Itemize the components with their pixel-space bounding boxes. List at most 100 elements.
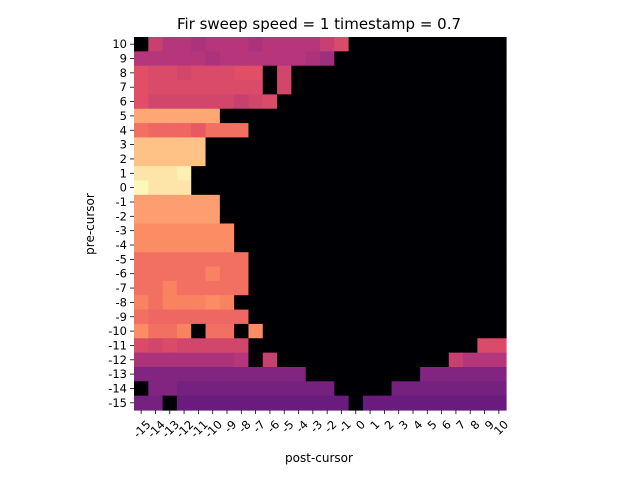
heatmap-cell [176,209,192,225]
heatmap-cell [234,381,250,397]
heatmap-cell [420,323,436,339]
heatmap-cell [176,266,192,282]
heatmap-cell [191,108,207,124]
heatmap-cell [148,223,164,239]
heatmap-cell [234,366,250,382]
heatmap-cell [219,37,235,52]
heatmap-cell [420,280,436,296]
heatmap-cell [491,166,507,182]
heatmap-cell [234,352,250,368]
y-axis-label: pre-cursor [83,193,97,255]
heatmap-cell [362,65,378,81]
heatmap-cell [176,194,192,210]
heatmap-cell [477,252,493,268]
heatmap-cell [491,237,507,253]
heatmap-cell [377,209,393,225]
heatmap-cell [234,94,250,110]
heatmap-cell [134,366,149,382]
heatmap-cell [248,166,264,182]
heatmap-cell [234,194,250,210]
heatmap-cell [448,237,464,253]
heatmap-cell [463,323,478,339]
heatmap-cell [134,108,149,124]
heatmap-cell [148,166,164,182]
y-tick-label: -8 [116,295,127,309]
heatmap-cell [248,338,264,354]
heatmap-cell [219,123,235,139]
heatmap-cell [334,209,350,225]
heatmap-cell [305,65,321,81]
heatmap-cell [334,266,350,282]
heatmap-cell [162,51,178,67]
heatmap-cell [219,194,235,210]
heatmap-cell [191,352,207,368]
heatmap-cell [191,166,207,182]
heatmap-cell [334,352,350,368]
heatmap-cell [391,123,407,139]
heatmap-cell [477,137,493,153]
heatmap-cell [405,166,421,182]
heatmap-cell [420,194,436,210]
heatmap-cell [291,266,307,282]
heatmap-cell [391,65,407,81]
heatmap-cell [205,338,221,354]
heatmap-cell [176,108,192,124]
heatmap-cell [305,252,321,268]
heatmap-cell [362,237,378,253]
heatmap-cell [463,366,478,382]
heatmap-cell [348,309,364,325]
heatmap-cell [162,381,178,397]
heatmap-cell [477,381,493,397]
heatmap-cell [477,223,493,239]
heatmap-cell [362,80,378,95]
heatmap-cell [248,180,264,196]
heatmap-cell [362,137,378,153]
heatmap-cell [405,280,421,296]
heatmap-cell [191,381,207,397]
heatmap-cell [176,309,192,325]
heatmap-cell [205,266,221,282]
heatmap-cell [463,123,478,139]
heatmap-cell [219,223,235,239]
heatmap-cell [305,37,321,52]
heatmap-cell [205,366,221,382]
heatmap-cell [262,151,278,167]
y-tick-label: 3 [120,138,127,152]
heatmap-cell [162,252,178,268]
heatmap-cell [291,51,307,67]
heatmap-cell [434,180,450,196]
x-tick-label: 1 [367,417,382,432]
heatmap-cell [448,338,464,354]
heatmap-cell [305,108,321,124]
heatmap-cell [291,352,307,368]
heatmap-cell [491,180,507,196]
heatmap-cell [405,338,421,354]
heatmap-cell [162,338,178,354]
heatmap-cell [191,194,207,210]
heatmap-cell [448,137,464,153]
heatmap-cell [362,123,378,139]
x-tick-label: 0 [353,417,368,432]
heatmap-cell [334,194,350,210]
heatmap-cell [134,338,149,354]
heatmap-cell [277,180,292,196]
heatmap-cell [377,151,393,167]
heatmap-cell [291,37,307,52]
heatmap-cell [477,280,493,296]
heatmap-cell [291,80,307,95]
y-tick-label: -15 [108,396,127,410]
heatmap-cell [448,352,464,368]
heatmap-cell [463,151,478,167]
heatmap-cell [148,338,164,354]
heatmap-cell [305,381,321,397]
heatmap-cell [348,194,364,210]
heatmap-cell [205,137,221,153]
heatmap-cell [405,295,421,311]
heatmap-cell [320,366,335,382]
heatmap-cell [219,395,235,411]
heatmap-cell [491,309,507,325]
heatmap-cell [291,295,307,311]
heatmap-cell [391,266,407,282]
heatmap-cell [248,108,264,124]
heatmap-cell [320,180,335,196]
